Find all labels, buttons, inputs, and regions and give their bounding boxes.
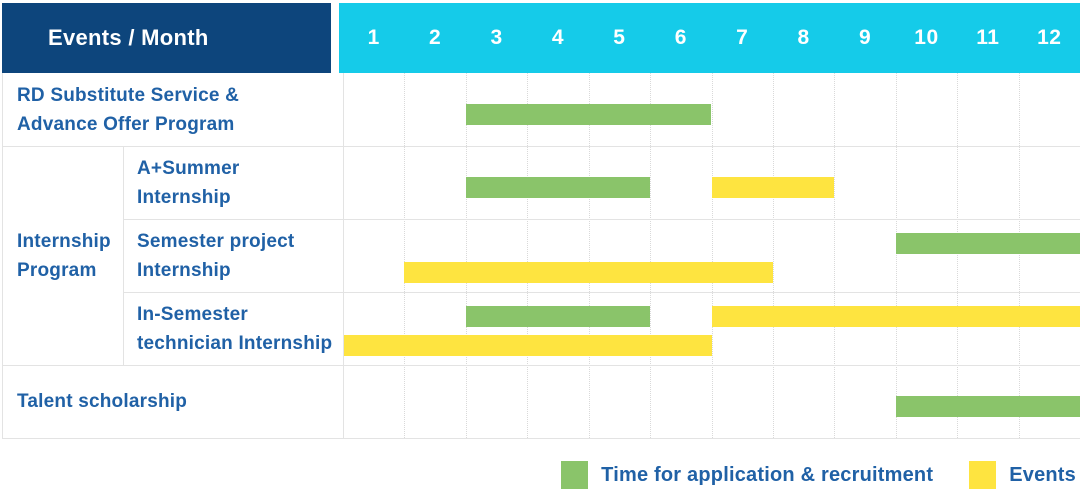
application-bar	[465, 306, 651, 327]
month-label-11: 11	[976, 26, 1000, 49]
legend-item-application: Time for application & recruitment	[561, 461, 933, 489]
month-gridline	[957, 73, 959, 438]
corner-header-cell: Events / Month	[2, 3, 331, 73]
track-talent-scholarship	[343, 365, 1080, 438]
label-column-divider	[343, 73, 344, 438]
event-bar	[343, 335, 712, 356]
month-label-7: 7	[736, 26, 749, 49]
corner-header-label: Events / Month	[48, 25, 209, 50]
track-rd-substitute	[343, 73, 1080, 146]
application-bar	[895, 233, 1080, 254]
track-semester-project	[343, 219, 1080, 292]
row-label-talent-scholarship: Talent scholarship	[17, 391, 188, 412]
group-column-divider	[123, 146, 124, 365]
row-divider	[123, 219, 1080, 220]
legend-label-events: Events	[1009, 463, 1076, 486]
month-label-3: 3	[490, 26, 503, 49]
month-label-9: 9	[858, 26, 872, 49]
row-label-semester-project: Semester project Internship	[137, 230, 295, 281]
row-label-rd-substitute: RD Substitute Service & Advance Offer Pr…	[17, 84, 240, 135]
month-label-4: 4	[551, 26, 565, 49]
event-bar	[404, 262, 773, 283]
application-swatch-icon	[561, 461, 589, 489]
month-gridline	[465, 73, 467, 438]
row-divider	[2, 146, 1080, 147]
row-label-a-plus-summer: A+Summer Internship	[137, 157, 240, 208]
month-label-8: 8	[797, 26, 810, 49]
month-gridline	[772, 73, 774, 438]
group-label-internship-program: Internship Program	[17, 230, 111, 281]
month-label-10: 10	[914, 26, 939, 49]
table-bottom-border	[2, 438, 1080, 439]
month-gridline	[711, 73, 713, 438]
legend: Time for application & recruitment Event…	[561, 458, 1076, 492]
month-label-5: 5	[613, 26, 626, 49]
month-label-6: 6	[674, 26, 687, 49]
month-gridline	[650, 73, 652, 438]
application-bar	[465, 177, 651, 198]
legend-item-events: Events	[969, 461, 1076, 489]
month-header-row: 1 2 3 4 5 6 7 8 9 10 11 12	[339, 3, 1080, 73]
application-bar	[465, 104, 712, 125]
event-bar	[711, 177, 835, 198]
month-label-12: 12	[1037, 26, 1062, 49]
row-divider	[123, 292, 1080, 293]
event-swatch-icon	[969, 461, 997, 489]
application-bar	[895, 396, 1080, 417]
track-in-semester-technician	[343, 292, 1080, 365]
month-gridline	[404, 73, 406, 438]
month-gridline	[527, 73, 529, 438]
month-label-1: 1	[367, 26, 380, 49]
month-gridline	[834, 73, 836, 438]
legend-label-application: Time for application & recruitment	[601, 463, 934, 486]
month-gridline	[588, 73, 590, 438]
event-bar	[711, 306, 1080, 327]
row-label-in-semester-technician: In-Semester technician Internship	[137, 303, 333, 354]
row-divider	[2, 365, 1080, 366]
table-left-border	[2, 73, 3, 438]
track-a-plus-summer	[343, 146, 1080, 219]
month-gridline	[895, 73, 897, 438]
month-gridline	[1018, 73, 1020, 438]
month-label-2: 2	[429, 26, 442, 49]
